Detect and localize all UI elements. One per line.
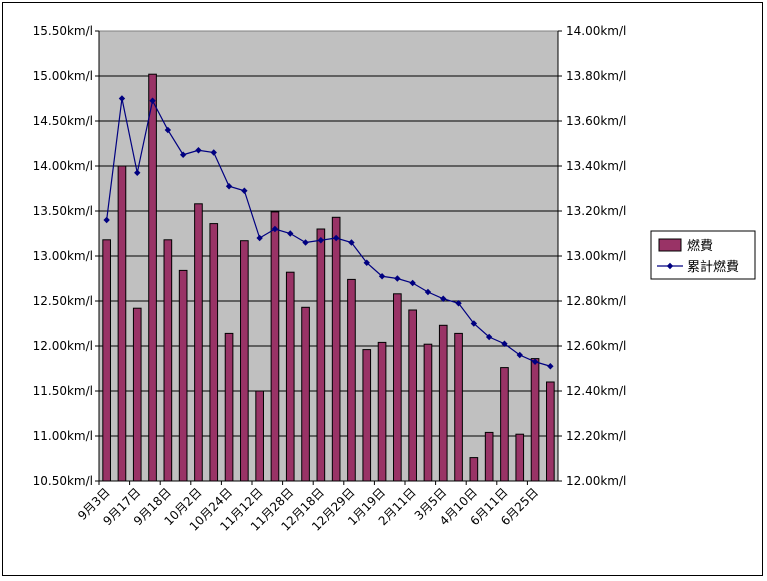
line-point	[531, 358, 539, 365]
left-axis-tick-label: 12.00km/l	[33, 339, 93, 353]
right-axis-tick-label: 12.40km/l	[566, 384, 626, 398]
right-axis-tick-label: 13.40km/l	[566, 159, 626, 173]
left-axis-tick-label: 11.50km/l	[33, 384, 93, 398]
left-axis-tick-label: 13.50km/l	[33, 204, 93, 218]
bar	[530, 358, 540, 482]
line-point	[103, 216, 110, 224]
legend-label-bar: 燃費	[687, 238, 713, 254]
bar	[148, 73, 157, 482]
bar	[454, 332, 463, 482]
line-point	[516, 351, 523, 359]
line-point	[256, 234, 263, 242]
bar	[316, 228, 326, 482]
line-point	[287, 230, 294, 237]
line-point	[332, 234, 340, 242]
right-axis-tick-label: 13.80km/l	[566, 69, 626, 83]
bar	[331, 216, 341, 482]
bar	[408, 309, 417, 482]
line-point	[501, 340, 508, 347]
bar	[423, 343, 433, 482]
line-point	[440, 295, 447, 302]
line-point	[424, 288, 432, 296]
bar	[484, 431, 494, 482]
bar	[515, 433, 525, 482]
right-axis-tick-label: 13.20km/l	[566, 204, 626, 218]
right-axis-tick-label: 12.80km/l	[566, 294, 626, 308]
right-axis-tick-label: 12.60km/l	[566, 339, 626, 353]
line-point	[225, 183, 233, 190]
left-axis-tick-label: 15.50km/l	[33, 24, 93, 38]
cumulative-line	[106, 98, 551, 367]
line-point	[302, 239, 309, 246]
left-axis-tick-label: 10.50km/l	[33, 474, 93, 488]
left-axis-tick-label: 12.50km/l	[33, 294, 93, 308]
line-point	[179, 151, 187, 158]
right-axis-tick-label: 13.00km/l	[566, 249, 626, 263]
bar	[270, 211, 280, 482]
line-point	[409, 279, 416, 287]
bar	[347, 278, 356, 482]
line-point	[271, 225, 279, 233]
right-axis-tick-label: 13.60km/l	[566, 114, 626, 128]
bar	[117, 165, 127, 482]
bar	[209, 223, 219, 482]
right-axis-tick-label: 12.00km/l	[566, 474, 626, 488]
line-point	[455, 300, 462, 307]
bar	[240, 240, 249, 482]
fuel-economy-chart: 10.50km/l 11.00km/l 11.50km/l 12.00km/l 12.5…	[33, 24, 756, 534]
line-point	[149, 97, 156, 104]
bar	[546, 381, 555, 482]
line-point	[348, 239, 355, 246]
left-axis-tick-label: 11.00km/l	[33, 429, 93, 443]
bar	[132, 307, 142, 482]
right-axis-tick-label: 14.00km/l	[566, 24, 626, 38]
bar	[438, 324, 448, 482]
left-axis-tick-label: 14.50km/l	[33, 114, 93, 128]
line-point	[241, 187, 248, 194]
right-axis-tick-label: 12.20km/l	[566, 429, 626, 443]
line-point	[134, 169, 141, 176]
line-point	[547, 363, 554, 370]
bar	[362, 349, 372, 482]
line-point	[470, 320, 478, 327]
line-point	[378, 273, 386, 280]
bar	[285, 271, 295, 482]
bar	[163, 239, 173, 482]
left-axis-tick-label: 13.00km/l	[33, 249, 93, 263]
bar	[102, 239, 111, 482]
left-axis-tick-label: 15.00km/l	[33, 69, 93, 83]
bar	[393, 293, 402, 482]
legend-label-line: 累計燃費	[687, 259, 739, 275]
bar	[178, 269, 188, 482]
bar	[469, 457, 479, 482]
line-point	[210, 149, 217, 156]
line-point	[317, 237, 325, 244]
line-point	[195, 147, 202, 154]
left-axis-tick-label: 14.00km/l	[33, 159, 93, 173]
legend-swatch-bar	[658, 238, 682, 252]
bar	[301, 306, 310, 482]
bar	[194, 203, 203, 482]
line-point	[118, 95, 126, 102]
bar	[255, 390, 264, 482]
bar	[500, 367, 509, 482]
line-point	[363, 259, 370, 266]
bar	[224, 332, 234, 482]
bar	[377, 341, 387, 482]
line-point	[394, 275, 401, 282]
legend-swatch-marker	[666, 262, 674, 270]
line-point	[485, 333, 493, 341]
